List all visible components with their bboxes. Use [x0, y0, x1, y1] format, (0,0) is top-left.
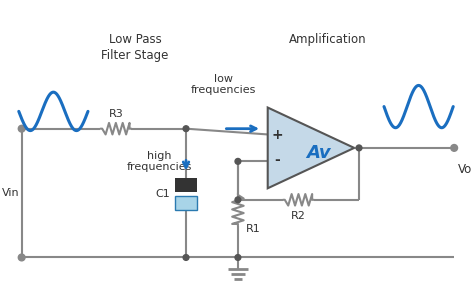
Bar	[175, 178, 197, 192]
Text: R2: R2	[291, 211, 306, 221]
Text: Vo: Vo	[458, 163, 472, 175]
Circle shape	[451, 145, 457, 151]
Text: Av: Av	[306, 144, 331, 162]
Text: Low Pass
Filter Stage: Low Pass Filter Stage	[101, 33, 169, 62]
Polygon shape	[268, 108, 354, 188]
Circle shape	[18, 125, 25, 132]
Text: -: -	[274, 153, 280, 167]
Circle shape	[183, 255, 189, 260]
Text: low
frequencies: low frequencies	[191, 74, 256, 95]
Text: high
frequencies: high frequencies	[127, 150, 192, 172]
Text: Vin: Vin	[2, 188, 20, 198]
Bar	[175, 196, 197, 210]
Circle shape	[235, 255, 241, 260]
Text: R3: R3	[109, 109, 123, 119]
Text: +: +	[272, 128, 283, 142]
Text: R1: R1	[246, 224, 260, 234]
Circle shape	[235, 197, 241, 203]
Circle shape	[235, 159, 241, 164]
Text: C1: C1	[155, 189, 170, 199]
Circle shape	[183, 126, 189, 132]
Text: Amplification: Amplification	[289, 33, 366, 46]
Circle shape	[356, 145, 362, 151]
Circle shape	[18, 254, 25, 261]
